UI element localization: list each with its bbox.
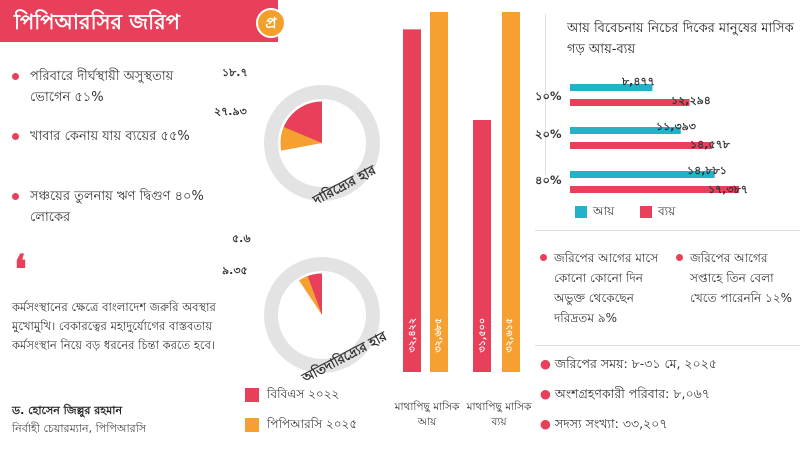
header-bar xyxy=(0,0,278,42)
row-label-10: ১০% xyxy=(535,89,562,103)
fact-members: সদস্য সংখ্যা: ৩৩,২০৭ xyxy=(554,416,668,431)
donut-slice-bbs xyxy=(307,273,322,315)
fact-item: ● অংশগ্রহণকারী পরিবার: ৮,০৬৭ xyxy=(540,386,710,401)
bullet-dot-icon xyxy=(12,193,19,200)
quote-text: কর্মসংস্থানের ক্ষেত্রে বাংলাদেশ জরুরি অব… xyxy=(12,300,216,352)
quote-author-title: নির্বাহী চেয়ারম্যান, পিপিআরসি xyxy=(12,422,147,435)
donut-inner-edge xyxy=(279,100,365,186)
fact-households: অংশগ্রহণকারী পরিবার: ৮,০৬৭ xyxy=(554,386,710,401)
extreme-poverty-donut: অতিদারিদ্র্যের হার xyxy=(264,257,390,387)
hbar-expense-0 xyxy=(570,99,690,106)
legend-label-expense: ব্যয় xyxy=(658,204,676,218)
bar-bbs-0 xyxy=(403,29,421,373)
hbar-value-income-40: ১৪,৮৮১ xyxy=(687,164,727,177)
hbar-expense-1 xyxy=(570,142,712,149)
hbar-value-expense-20: ১৪,৫৭৮ xyxy=(690,138,730,151)
extreme-pprc-value: ৯.৩৫ xyxy=(222,264,248,277)
horizontal-bar-chart xyxy=(570,84,740,193)
note-item: জরিপের আগের মাসে কোনো কোনো দিন অভুক্ত থে… xyxy=(540,248,668,328)
hbar-value-income-10: ৮,৪৭৭ xyxy=(622,75,655,88)
hbar-income-1 xyxy=(570,127,681,134)
note-dot-icon xyxy=(540,254,547,261)
fact-item: ● জরিপের সময়: ৮-৩১ মে, ২০২৫ xyxy=(540,356,717,371)
hbar-expense-2 xyxy=(570,186,740,193)
bullet-item: খাবার কেনায় যায় ব্যয়ের ৫৫% xyxy=(12,126,217,147)
note-dot-icon xyxy=(676,254,683,261)
fact-item: ● সদস্য সংখ্যা: ৩৩,২০৭ xyxy=(540,416,668,431)
divider xyxy=(545,14,546,174)
category-label-income: মাথাপিছু মাসিক আয় xyxy=(394,401,460,428)
income-expense-bars xyxy=(403,12,520,373)
poverty-bbs-value: ১৮.৭ xyxy=(222,66,248,79)
hbar-value-expense-40: ১৭,৩৮৭ xyxy=(708,183,748,196)
bullet-dot-icon xyxy=(12,133,19,140)
bullet-item: সঞ্চয়ের তুলনায় ঋণ দ্বিগুণ ৪০% লোকের xyxy=(12,186,217,228)
row-label-20: ২০% xyxy=(535,127,562,141)
divider xyxy=(535,230,800,231)
legend-swatch-income xyxy=(575,206,587,218)
logo-icon: প্র xyxy=(256,8,286,38)
donut-title: অতিদারিদ্র্যের হার xyxy=(298,327,390,387)
legend-swatch-pprc xyxy=(245,418,259,432)
donut-inner-edge xyxy=(279,272,365,358)
legend-swatch-expense xyxy=(640,206,652,218)
legend-label-bbs: বিবিএস ২০২২ xyxy=(267,387,340,401)
bullet-text: খাবার কেনায় যায় ব্যয়ের ৫৫% xyxy=(30,129,190,144)
bullet-text: পরিবারে দীর্ঘস্থায়ী অসুস্থতায় ভোগেন ৫১… xyxy=(30,69,174,105)
divider xyxy=(535,345,800,346)
legend-swatch-bbs xyxy=(245,388,259,402)
hbar-income-0 xyxy=(570,84,653,91)
donut-ring xyxy=(264,85,380,201)
extreme-bbs-value: ৫.৬ xyxy=(232,232,251,245)
donut-slice-bbs xyxy=(283,101,322,143)
hbar-income-2 xyxy=(570,171,715,178)
hbar-value-income-20: ১১,৩৯৩ xyxy=(656,120,696,133)
legend-label-pprc: পিপিআরসি ২০২৫ xyxy=(267,417,358,431)
bar-label-bbs-expense: ৩১,৫০০ xyxy=(477,318,488,353)
page-title: পিপিআরসির জরিপ xyxy=(14,10,180,34)
quote-author: ড. হোসেন জিল্লুর রহমান xyxy=(12,404,123,417)
note-text: জরিপের আগের মাসে কোনো কোনো দিন অভুক্ত থে… xyxy=(554,251,659,325)
note-item: জরিপের আগের সপ্তাহে তিন বেলা খেতে পারেনন… xyxy=(676,248,798,308)
bar-label-bbs-income: ৩২,৪২২ xyxy=(407,318,418,353)
poverty-donut: দারিদ্র্যের হার xyxy=(264,85,380,209)
bar-bbs-1 xyxy=(473,120,491,372)
legend-label-income: আয় xyxy=(593,204,615,218)
right-chart-title: আয় বিবেচনায় নিচের দিকের মানুষের মাসিক … xyxy=(567,21,794,57)
fact-survey-period: জরিপের সময়: ৮-৩১ মে, ২০২৫ xyxy=(554,356,717,371)
quote-mark-icon: ❛ xyxy=(14,246,27,293)
bullet-text: সঞ্চয়ের তুলনায় ঋণ দ্বিগুণ ৪০% লোকের xyxy=(30,189,204,225)
bar-pprc-0 xyxy=(430,12,448,372)
poverty-pprc-value: ২৭.৯৩ xyxy=(214,105,247,118)
bar-pprc-1 xyxy=(502,12,520,372)
donut-charts: দারিদ্র্যের হার অতিদারিদ্র্যের হার xyxy=(264,85,390,387)
category-label-expense: মাথাপিছু মাসিক ব্যয় xyxy=(466,401,532,428)
bullet-item: পরিবারে দীর্ঘস্থায়ী অসুস্থতায় ভোগেন ৫১… xyxy=(12,66,217,108)
bar-label-pprc-income: ৩২,৬৮৫ xyxy=(433,318,444,353)
bullet-dot-icon xyxy=(12,73,19,80)
row-label-40: ৪০% xyxy=(535,173,562,187)
donut-ring xyxy=(264,257,380,373)
bar-label-pprc-expense: ৩২,৬১৫ xyxy=(504,318,515,353)
hbar-value-expense-10: ১২,২৯৪ xyxy=(671,94,711,107)
note-text: জরিপের আগের সপ্তাহে তিন বেলা খেতে পারেনন… xyxy=(690,251,793,305)
